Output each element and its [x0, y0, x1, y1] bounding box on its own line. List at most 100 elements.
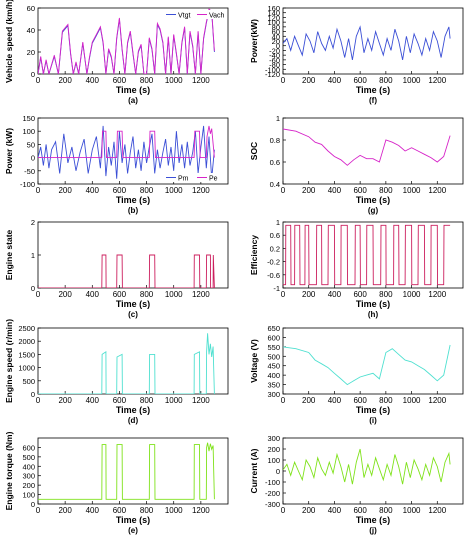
x-tick-label: 800 [379, 396, 393, 405]
x-tick-label: 1000 [403, 506, 421, 515]
y-tick-label: -20 [269, 46, 280, 55]
y-tick-label: -0.6 [267, 271, 280, 280]
x-tick-label: 1000 [403, 186, 421, 195]
x-tick-label: 200 [302, 290, 316, 299]
y-tick-label: 140 [267, 9, 280, 18]
x-tick-label: 600 [113, 186, 127, 195]
y-tick-label: -1 [273, 284, 280, 293]
x-tick-label: 1000 [165, 76, 183, 85]
y-axis-label: Voltage (V) [249, 339, 259, 383]
x-axis-label: Time (s) [116, 515, 150, 525]
x-tick-label: 600 [353, 76, 367, 85]
chart-panel-j: 0 200 400 600 800 1000 1200 -300 -200 -100 0 100 200… [249, 434, 464, 535]
chart-panel-a: 0 200 400 600 800 1000 1200 0 20 40 60 Time (s)(a) V… [4, 0, 229, 105]
x-tick-label: 1200 [428, 76, 446, 85]
y-tick-label: 500 [267, 352, 280, 361]
y-tick-label: 0.6 [270, 158, 280, 167]
y-tick-label: 0 [31, 154, 35, 163]
panel-label: (d) [128, 416, 139, 425]
x-tick-label: 0 [36, 76, 41, 85]
x-axis-label: Time (s) [116, 85, 150, 95]
x-tick-label: 400 [86, 290, 100, 299]
y-tick-label: 350 [267, 381, 280, 390]
y-tick-label: -120 [265, 70, 280, 79]
x-tick-label: 1000 [165, 506, 183, 515]
series-line-0 [283, 224, 451, 286]
x-tick-label: 0 [281, 506, 286, 515]
y-tick-label: -100 [265, 478, 280, 487]
y-tick-label: 200 [267, 445, 280, 454]
x-tick-label: 1200 [192, 76, 210, 85]
x-tick-label: 1200 [192, 290, 210, 299]
y-axis-label: Efficiency [249, 235, 259, 275]
y-axis-label: Engine speed (r/min) [4, 319, 14, 403]
y-tick-label: 100 [267, 456, 280, 465]
y-axis-label: SOC [249, 142, 259, 160]
y-tick-label: 0 [31, 390, 35, 399]
y-tick-label: 200 [22, 481, 35, 490]
y-tick-label: 300 [267, 434, 280, 443]
x-tick-label: 1200 [428, 506, 446, 515]
y-tick-label: 0.6 [270, 231, 280, 240]
y-tick-label: 300 [22, 472, 35, 481]
chart-panel-i: 0 200 400 600 800 1000 12003003504004505005506… [249, 324, 464, 425]
legend-label: Vtgt [178, 13, 191, 20]
y-tick-label: 100 [267, 18, 280, 27]
panel-label: (f) [369, 96, 377, 105]
x-tick-label: 800 [140, 186, 154, 195]
y-tick-label: 0 [31, 500, 35, 509]
plot-frame [37, 327, 229, 395]
panel-label: (j) [369, 526, 377, 535]
x-tick-label: 600 [353, 290, 367, 299]
y-tick-label: 100 [22, 491, 35, 500]
y-tick-label: -100 [20, 180, 35, 189]
y-tick-label: 0.2 [270, 244, 280, 253]
chart-panel-g: 0 200 400 600 800 1000 1200 0.4 0.6 0.8 1 Time (s)(… [249, 114, 464, 215]
panel-label: (i) [369, 416, 377, 425]
y-tick-label: 40 [27, 26, 35, 35]
x-tick-label: 800 [379, 290, 393, 299]
chart-panel-f: 0 200 400 600 800 1000 1200-120-100-80-60-40-2… [249, 4, 464, 105]
y-tick-label: -200 [265, 489, 280, 498]
panel-label: (b) [128, 206, 139, 215]
x-tick-label: 600 [113, 396, 127, 405]
panel-label: (g) [368, 206, 379, 215]
y-tick-label: 0 [31, 70, 35, 79]
series-line-0 [283, 344, 451, 386]
y-tick-label: 500 [22, 377, 35, 386]
x-axis-label: Time (s) [116, 195, 150, 205]
series-line-pm [38, 125, 215, 179]
legend-label: Pm [178, 176, 189, 183]
x-tick-label: 400 [86, 186, 100, 195]
x-tick-label: 200 [58, 506, 72, 515]
y-tick-label: 0 [276, 42, 280, 51]
x-tick-label: 800 [140, 76, 154, 85]
x-tick-label: 400 [328, 76, 342, 85]
panel-label: (a) [128, 96, 138, 105]
chart-panel-b: 0 200 400 600 800 1000 1200 -100 -50 0 50 100 150 Tim… [4, 114, 229, 215]
y-tick-label: 400 [22, 462, 35, 471]
y-tick-label: 600 [22, 443, 35, 452]
y-tick-label: 1000 [18, 364, 35, 373]
panel-label: (h) [368, 310, 379, 319]
y-axis-label: Current (A) [249, 448, 259, 493]
chart-panel-c: 0 200 400 600 800 1000 1200 0 1 2 Time (s)(c) Engin… [4, 218, 229, 319]
panel-label: (e) [128, 526, 138, 535]
x-tick-label: 400 [86, 506, 100, 515]
x-tick-label: 800 [379, 506, 393, 515]
x-tick-label: 1200 [428, 396, 446, 405]
x-tick-label: 0 [36, 186, 41, 195]
chart-panel-d: 0 200 400 600 800 1000 1200 0 500 1000 1500 2000 250… [4, 319, 229, 425]
y-axis-label: Engine torque (Nm) [4, 431, 14, 510]
panel-label: (c) [128, 310, 138, 319]
series-line-0 [283, 448, 451, 485]
legend-box [164, 10, 226, 19]
x-tick-label: 600 [113, 290, 127, 299]
x-tick-label: 200 [302, 396, 316, 405]
y-tick-label: 2500 [18, 324, 35, 333]
x-tick-label: 800 [379, 76, 393, 85]
y-tick-label: 50 [27, 140, 35, 149]
x-tick-label: 200 [58, 76, 72, 85]
x-axis-label: Time (s) [356, 405, 390, 415]
x-tick-label: 800 [140, 506, 154, 515]
